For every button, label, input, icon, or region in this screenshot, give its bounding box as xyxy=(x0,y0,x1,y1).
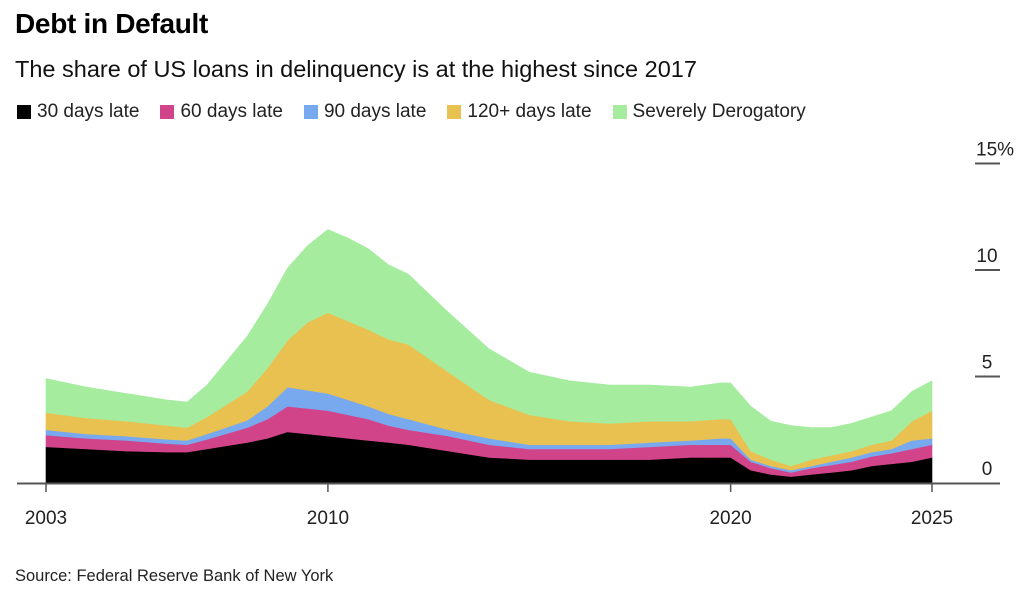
y-axis: 0 5 10 15% xyxy=(975,140,1014,480)
legend-swatch-icon xyxy=(612,105,627,119)
legend-item-30-days: 30 days late xyxy=(17,101,139,123)
legend-label: 30 days late xyxy=(37,101,140,122)
legend-swatch-icon xyxy=(160,105,175,119)
y-tick-label: 10 xyxy=(976,246,997,267)
legend-label: Severely Derogatory xyxy=(632,101,806,122)
x-tick-label: 2020 xyxy=(709,508,751,529)
legend-item-severely-derogatory: Severely Derogatory xyxy=(612,101,806,123)
legend: 30 days late 60 days late 90 days late 1… xyxy=(17,101,827,123)
legend-label: 60 days late xyxy=(180,101,283,122)
legend-label: 120+ days late xyxy=(467,101,592,122)
legend-swatch-icon xyxy=(303,105,318,119)
source-note: Source: Federal Reserve Bank of New York xyxy=(15,567,334,585)
legend-item-120-days: 120+ days late xyxy=(447,101,592,123)
legend-swatch-icon xyxy=(17,105,31,119)
y-tick-label: 15% xyxy=(976,140,1014,161)
legend-swatch-icon xyxy=(447,105,462,119)
chart-subtitle: The share of US loans in delinquency is … xyxy=(15,56,697,82)
y-tick-label: 5 xyxy=(982,353,993,374)
x-axis: 2003 2010 2020 2025 xyxy=(17,482,1000,529)
stacked-areas xyxy=(45,229,933,484)
legend-label: 90 days late xyxy=(323,101,427,122)
legend-item-90-days: 90 days late xyxy=(303,101,427,123)
x-tick-label: 2025 xyxy=(911,508,953,529)
area-series-4 xyxy=(45,229,933,467)
chart-title: Debt in Default xyxy=(15,8,209,39)
y-tick-label: 0 xyxy=(982,459,993,480)
x-tick-label: 2010 xyxy=(307,508,349,529)
x-tick-label: 2003 xyxy=(25,508,67,529)
legend-item-60-days: 60 days late xyxy=(160,101,283,123)
